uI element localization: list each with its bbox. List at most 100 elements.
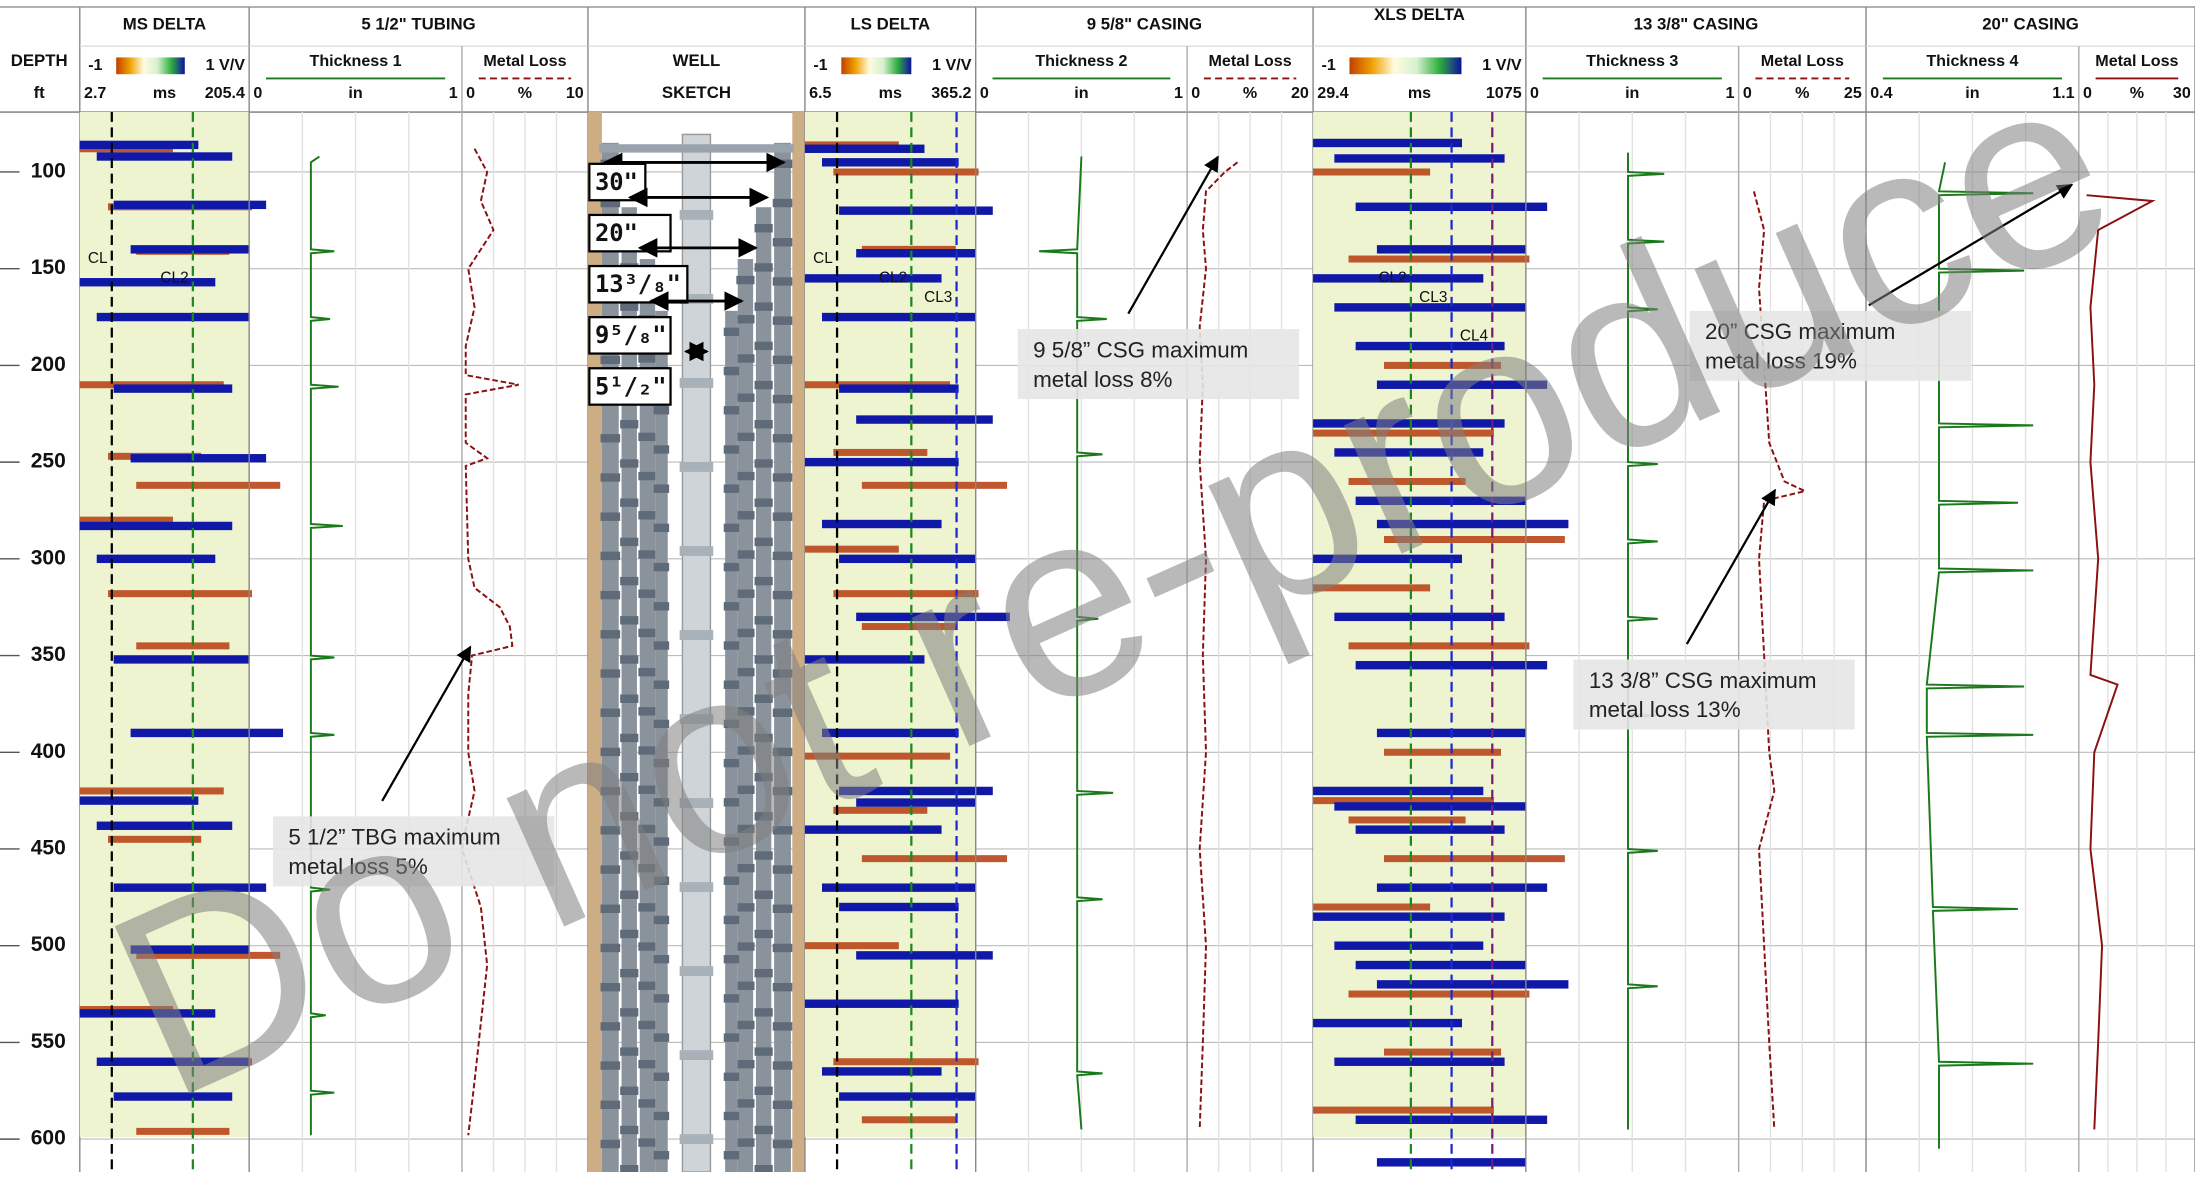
axis-unit: ms (879, 84, 902, 102)
axis-unit: ms (153, 84, 176, 102)
depth-tick-label: 200 (31, 353, 66, 376)
axis-max: 365.2 (931, 84, 971, 102)
string-label: 5¹/₂" (595, 372, 667, 400)
track-title: MS DELTA (123, 15, 206, 34)
blue-band (131, 454, 267, 462)
casing-joint (736, 433, 754, 441)
casing-joint (654, 955, 669, 963)
blue-band (805, 145, 925, 153)
casing-joint (601, 1140, 621, 1148)
casing-joint (620, 302, 638, 310)
casing-joint (773, 1022, 793, 1030)
string-label: 13³/₈" (595, 270, 681, 298)
annotation-text: 13 3/8” CSG maximum (1589, 668, 1817, 693)
casing-joint (601, 591, 621, 599)
casing-joint (755, 538, 773, 546)
casing-joint (736, 1138, 754, 1146)
casing-joint (773, 316, 793, 324)
casing-joint (638, 550, 656, 558)
blue-band (839, 903, 959, 911)
curve (2087, 195, 2153, 1129)
casing-joint (724, 328, 739, 336)
casing-joint (654, 484, 669, 492)
casing-joint (755, 224, 773, 232)
casing-joint (638, 511, 656, 519)
scale-max: 1 V/V (206, 56, 246, 74)
blue-band (856, 951, 993, 959)
casing-joint (755, 381, 773, 389)
blue-band (856, 415, 993, 423)
curve-name: Metal Loss (2095, 52, 2178, 70)
blue-band (1313, 787, 1483, 795)
casing-joint (724, 1151, 739, 1159)
casing-joint (601, 630, 621, 638)
casing-joint (773, 434, 793, 442)
blue-band (1313, 912, 1505, 920)
blue-band (822, 1067, 942, 1075)
blue-band (80, 278, 216, 286)
casing-joint (724, 1033, 739, 1041)
centerline-label: CL2 (1378, 269, 1406, 286)
casing-joint (601, 983, 621, 991)
casing-joint (755, 459, 773, 467)
blue-band (1377, 883, 1547, 891)
blue-band (114, 655, 250, 663)
casing-joint (620, 1126, 638, 1134)
casing-joint (638, 982, 656, 990)
casing-joint (773, 1101, 793, 1109)
casing-joint (654, 406, 669, 414)
color-scale (116, 57, 185, 74)
axis-min: 0 (1191, 84, 1200, 102)
casing-joint (620, 1087, 638, 1095)
casing-joint (736, 1021, 754, 1029)
tubing-coupling (680, 546, 714, 556)
red-band (833, 449, 927, 456)
casing-joint (736, 276, 754, 284)
casing-joint (724, 955, 739, 963)
depth-tick-label: 350 (31, 643, 66, 666)
casing-joint (773, 552, 793, 560)
page: {"depth_label": "DEPTH", "depth_unit": "… (0, 0, 2195, 1172)
casing-joint (638, 1021, 656, 1029)
track-title: 9 5/8" CASING (1087, 15, 1202, 34)
axis-unit: % (1795, 84, 1809, 102)
depth-tick-label: 600 (31, 1127, 66, 1150)
casing-joint (755, 930, 773, 938)
axis-min: 0 (2083, 84, 2092, 102)
string-label: 20" (595, 219, 638, 247)
blue-band (805, 274, 942, 282)
axis-min: 6.5 (809, 84, 831, 102)
casing-joint (736, 354, 754, 362)
blue-band (80, 796, 199, 804)
blue-band (97, 313, 249, 321)
casing-joint (654, 524, 669, 532)
track-title: XLS DELTA (1374, 5, 1465, 24)
casing-joint (755, 342, 773, 350)
red-band (1313, 1107, 1494, 1114)
blue-band (805, 1000, 959, 1008)
curve-name: Metal Loss (1761, 52, 1844, 70)
casing-joint (601, 1061, 621, 1069)
depth-unit: ft (34, 83, 46, 102)
casing-joint (773, 512, 793, 520)
red-band (862, 1116, 956, 1123)
blue-band (97, 152, 233, 160)
casing-joint (638, 472, 656, 480)
axis-max: 205.4 (205, 84, 245, 102)
casing-joint (620, 459, 638, 467)
casing-joint (755, 1165, 773, 1172)
blue-band (822, 883, 976, 891)
curve-name: Metal Loss (483, 52, 566, 70)
casing-joint (724, 1073, 739, 1081)
tubing-coupling (680, 1134, 714, 1144)
casing-joint (654, 994, 669, 1002)
blue-band (114, 384, 233, 392)
axis-min: 0 (253, 84, 262, 102)
casing-joint (620, 538, 638, 546)
casing-joint (654, 1073, 669, 1081)
casing-joint (755, 1126, 773, 1134)
centerline-label: CL3 (924, 289, 952, 306)
depth-tick-label: 450 (31, 837, 66, 860)
blue-band (822, 313, 976, 321)
casing-joint (620, 420, 638, 428)
